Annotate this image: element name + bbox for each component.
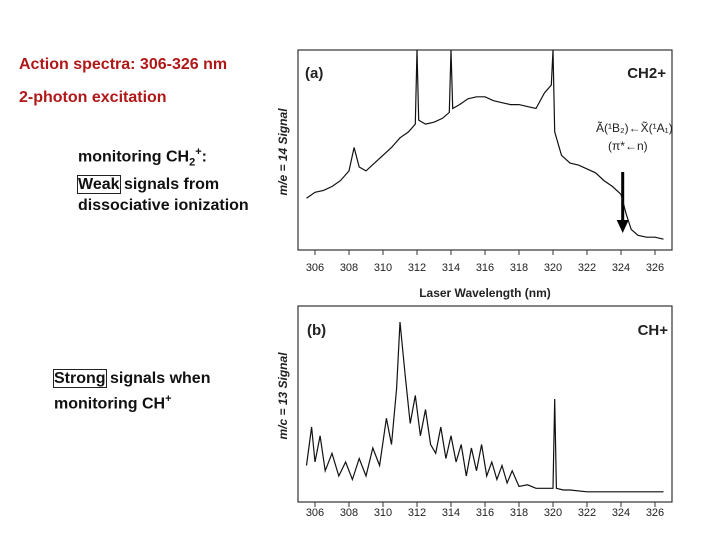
panel-b-series-line [305,321,664,493]
panel-a-assignment: (π*←n) [608,139,648,153]
panel-a-xticks: 306 308 310 312 314 316 318 320 322 324 326 [306,250,664,274]
panel-a-transition: Ã(¹B₂)←X̃(¹A₁) [596,120,673,135]
xtick-label: 322 [578,507,596,519]
xtick-label: 322 [578,262,596,274]
note1-sup: + [195,146,202,158]
note2-rest: signals when monitoring CH [54,370,211,413]
panel-a: (a) CH2+ m/e = 14 Signal Ã(¹B₂)←X̃(¹A₁) … [276,49,673,300]
panel-b-xticks: 306 308 310 312 314 316 318 320 322 324 326 [306,502,664,519]
panel-a-xlabel: Laser Wavelength (nm) [419,286,551,300]
xtick-label: 308 [340,262,358,274]
panel-a-series-line [306,49,664,240]
xtick-label: 320 [544,262,562,274]
xtick-label: 318 [510,507,528,519]
xtick-label: 310 [374,507,392,519]
panel-a-label: (a) [305,65,323,82]
xtick-label: 312 [408,262,426,274]
xtick-label: 326 [646,262,664,274]
note1-boxed-word: Weak [77,174,121,194]
panel-a-species: CH2+ [627,65,666,82]
panel-b-label: (b) [307,322,326,339]
note1-rest: signals from dissociative ionization [78,175,249,214]
note2-sup: + [165,393,172,405]
xtick-label: 306 [306,507,324,519]
note-strong-signals: Strong signals when monitoring CH+ [53,369,254,414]
note1-sub: 2 [189,156,196,169]
xtick-label: 310 [374,262,392,274]
slide-subtitle: 2-photon excitation [19,89,167,106]
xtick-label: 324 [612,507,630,519]
xtick-label: 312 [408,507,426,519]
note1-prefix: monitoring CH [78,148,190,166]
xtick-label: 306 [306,262,324,274]
panel-b-species: CH+ [638,322,669,339]
xtick-label: 318 [510,262,528,274]
panel-a-ylabel: m/e = 14 Signal [276,108,290,196]
panel-b: (b) CH+ m/c = 13 Signal 306 308 310 312 314 3… [276,305,673,519]
note2-boxed-word: Strong [53,369,107,388]
slide-title: Action spectra: 306-326 nm [19,56,228,73]
xtick-label: 316 [476,507,494,519]
xtick-label: 308 [340,507,358,519]
xtick-label: 314 [442,262,460,274]
xtick-label: 320 [544,507,562,519]
xtick-label: 314 [442,507,460,519]
xtick-label: 316 [476,262,494,274]
xtick-label: 324 [612,262,630,274]
panel-a-arrowhead [616,220,629,233]
note-weak-signals: monitoring CH2+: Weak signals from disso… [77,142,278,216]
panel-b-ylabel: m/c = 13 Signal [276,352,290,440]
xtick-label: 326 [646,507,664,519]
note1-colon: : [201,148,207,166]
